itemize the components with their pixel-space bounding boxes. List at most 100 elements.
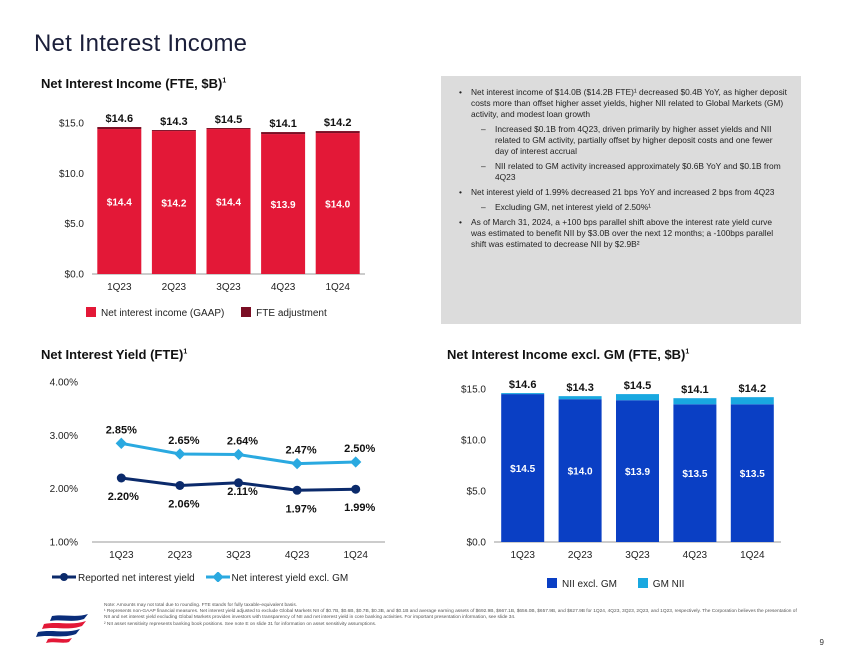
- y-tick-label: $5.0: [467, 487, 487, 498]
- bullet: Net interest yield of 1.99% decreased 21…: [459, 187, 787, 198]
- x-tick-label: 1Q23: [107, 282, 132, 293]
- legend-label-fte: FTE adjustment: [256, 308, 327, 319]
- data-point-reported-yield: [116, 473, 126, 483]
- x-tick-label: 4Q23: [271, 282, 296, 293]
- bar-total-label: $14.5: [215, 114, 243, 126]
- y-tick-label: 2.00%: [50, 484, 78, 495]
- legend-marker-reported: [52, 573, 76, 581]
- bar-nii-excl-gm: [673, 404, 717, 542]
- commentary-box: Net interest income of $14.0B ($14.2B FT…: [441, 76, 801, 324]
- bar-segment-gm-nii: [673, 398, 717, 405]
- y-tick-label: $0.0: [467, 538, 487, 549]
- data-label: 2.64%: [227, 436, 258, 448]
- legend-swatch-nii-exgm: [547, 578, 557, 588]
- data-label: 2.11%: [227, 486, 258, 498]
- y-tick-label: $15.0: [461, 385, 486, 396]
- y-tick-label: $10.0: [461, 436, 486, 447]
- bar-segment-fte-adjustment: [97, 127, 142, 130]
- bar-value-label: $14.2: [161, 199, 186, 210]
- y-tick-label: 1.00%: [50, 538, 78, 549]
- bar-value-label: $14.0: [568, 467, 593, 478]
- bar-nii-excl-gm: [616, 400, 659, 542]
- bar-segment-fte-adjustment: [261, 132, 306, 135]
- legend-swatch-gaap: [86, 307, 96, 317]
- page-number: 9: [819, 638, 824, 647]
- bar-total-label: $14.2: [739, 383, 767, 395]
- data-point-yield-excl-gm: [115, 437, 127, 449]
- page-title: Net Interest Income: [34, 30, 248, 57]
- x-tick-label: 3Q23: [226, 550, 251, 561]
- bar-value-label: $14.4: [107, 198, 132, 209]
- data-point-reported-yield: [292, 485, 302, 495]
- bar-segment-gm-nii: [558, 396, 602, 400]
- bullet: Net interest income of $14.0B ($14.2B FT…: [459, 87, 787, 120]
- bar-nii-excl-gm: [558, 399, 602, 542]
- bar-segment-fte-adjustment: [151, 130, 196, 132]
- legend-swatch-gm-nii: [637, 578, 648, 588]
- x-tick-label: 1Q24: [343, 550, 368, 561]
- nii-exgm-chart-title-text: Net Interest Income excl. GM (FTE, $B): [447, 347, 686, 362]
- bullet: As of March 31, 2024, a +100 bps paralle…: [459, 217, 787, 250]
- legend-label-nii-exgm: NII excl. GM: [562, 579, 618, 590]
- y-tick-label: 4.00%: [50, 378, 78, 389]
- bar-net-interest-income-gaap-: [206, 129, 251, 274]
- x-tick-label: 1Q23: [510, 550, 535, 561]
- sub-bullet: Increased $0.1B from 4Q23, driven primar…: [459, 124, 787, 157]
- y-tick-label: 3.00%: [50, 431, 78, 442]
- bar-net-interest-income-gaap-: [97, 129, 142, 274]
- bar-value-label: $14.4: [216, 198, 241, 209]
- y-tick-label: $10.0: [59, 169, 84, 180]
- legend-label-reported: Reported net interest yield: [78, 573, 195, 584]
- bar-total-label: $14.3: [566, 382, 594, 394]
- footnote: Note: Amounts may not total due to round…: [104, 603, 298, 608]
- nii-bar-chart: $0.0 $5.0 $10.0 $15.0 $14.4 $14.6 1Q23 $14.2 $14…: [59, 113, 365, 293]
- footnotes: Note: Amounts may not total due to round…: [104, 603, 804, 628]
- footnote: ¹ Represents non-GAAP financial measures…: [104, 609, 797, 621]
- nii-chart-title: Net Interest Income (FTE, $B)1: [41, 76, 226, 91]
- nii-exgm-chart-title: Net Interest Income excl. GM (FTE, $B)1: [447, 347, 689, 362]
- bank-flag-logo-icon: [36, 614, 88, 643]
- data-label: 2.20%: [108, 491, 139, 503]
- bar-nii-excl-gm: [501, 394, 545, 542]
- bar-total-label: $14.1: [269, 118, 297, 130]
- x-tick-label: 1Q24: [740, 550, 765, 561]
- nii-chart-title-footnote: 1: [222, 77, 227, 85]
- data-point-reported-yield: [351, 484, 361, 494]
- x-tick-label: 3Q23: [625, 550, 650, 561]
- data-point-reported-yield: [234, 478, 243, 488]
- yield-line-chart: 1.00% 2.00% 3.00% 4.00% 1Q23 2Q23 3Q23 4Q23 1Q24…: [50, 378, 385, 561]
- x-tick-label: 3Q23: [216, 282, 241, 293]
- bar-segment-gm-nii: [730, 397, 774, 405]
- bar-segment-gm-nii: [616, 394, 659, 401]
- bar-segment-fte-adjustment: [206, 128, 251, 130]
- data-label: 2.47%: [285, 445, 316, 457]
- bar-value-label: $13.5: [682, 469, 707, 480]
- y-tick-label: $0.0: [65, 270, 85, 281]
- x-tick-label: 4Q23: [683, 550, 708, 561]
- bar-value-label: $14.0: [325, 200, 350, 211]
- x-tick-label: 1Q24: [325, 282, 350, 293]
- x-tick-label: 4Q23: [285, 550, 310, 561]
- bar-value-label: $13.9: [625, 467, 650, 478]
- bar-value-label: $14.5: [510, 464, 535, 475]
- x-tick-label: 2Q23: [168, 550, 193, 561]
- sub-bullet: NII related to GM activity increased app…: [459, 161, 787, 183]
- bar-total-label: $14.2: [324, 117, 352, 129]
- yield-chart-title-footnote: 1: [183, 348, 188, 356]
- legend-label-gm-nii: GM NII: [652, 579, 685, 590]
- data-label: 1.99%: [344, 502, 375, 514]
- data-point-yield-excl-gm: [291, 457, 303, 470]
- bar-net-interest-income-gaap-: [315, 133, 360, 274]
- bar-segment-gm-nii: [501, 393, 545, 395]
- nii-exgm-bar-chart: $0.0 $5.0 $10.0 $15.0 $14.5 $14.6 1Q23 $14.0 $14…: [461, 379, 781, 561]
- bar-segment-fte-adjustment: [315, 131, 360, 134]
- x-tick-label: 2Q23: [568, 550, 593, 561]
- bar-value-label: $13.5: [740, 469, 765, 480]
- bar-total-label: $14.3: [160, 116, 188, 128]
- y-tick-label: $5.0: [65, 219, 85, 230]
- bar-net-interest-income-gaap-: [151, 131, 196, 274]
- bar-value-label: $13.9: [271, 200, 296, 211]
- data-point-reported-yield: [175, 480, 185, 490]
- data-label: 1.97%: [285, 503, 316, 515]
- yield-chart-title: Net Interest Yield (FTE)1: [41, 347, 187, 362]
